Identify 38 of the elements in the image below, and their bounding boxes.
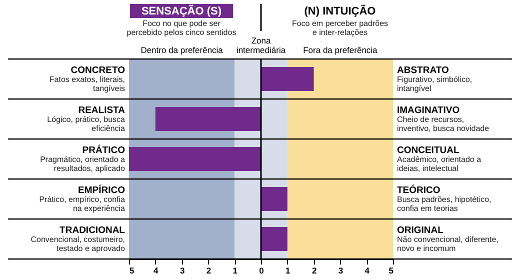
y2-tick-label: ABSTRATO: [397, 65, 449, 76]
x-tick-label: 3: [338, 266, 344, 276]
text: Prático, empírico, confia na experiência: [39, 195, 126, 213]
band-label: Zona intermediária: [236, 36, 286, 55]
x-tick-label: 4: [154, 266, 159, 276]
x-tick-label: 5: [130, 266, 134, 276]
text: Lógico, prático, busca eficiência: [47, 115, 126, 133]
x-tick-label: 3: [180, 266, 185, 276]
x-tick-label: 1: [286, 266, 291, 276]
x-tick-label: 0: [259, 266, 264, 276]
y2-tick-label: CONCEITUAL: [397, 145, 460, 156]
text: Fatos exatos, literais, tangíveis: [49, 75, 125, 93]
y-tick-label: CONCRETO: [70, 65, 125, 76]
text: Figurativo, simbólico, intangível: [397, 75, 472, 93]
band-label: Fora da preferência: [303, 45, 378, 55]
text: Busca padrões, hipotético, confia em teorias: [397, 195, 492, 213]
x-tick-label: 1: [232, 266, 238, 276]
y2-tick-label: ORIGINAL: [397, 225, 444, 236]
text: Cheio de recursos, inventivo, busca novidade: [397, 115, 490, 133]
y2-tick-label: TEÓRICO: [397, 184, 440, 196]
y-tick-label: PRÁTICO: [82, 144, 125, 156]
text: Acadêmico, orientado a ideias, intelectual: [397, 155, 482, 173]
text: Foco no que pode ser percebido pelos cinco sentidos: [126, 19, 236, 37]
x-tick-label: 5: [388, 266, 394, 276]
y2-tick-label: IMAGINATIVO: [397, 105, 460, 116]
y-tick-label: TRADICIONAL: [60, 225, 126, 236]
text: SENSAÇÃO (S): [141, 4, 222, 18]
y-tick-label: EMPÍRICO: [78, 184, 125, 196]
band-label: Dentro da preferência: [140, 45, 224, 55]
x-tick-label: 4: [364, 266, 370, 276]
text: Pragmático, orientado a resultados, aplicado: [40, 155, 126, 173]
text: Convencional, costumeiro, testado e aprovado: [30, 235, 126, 253]
y-tick-label: REALISTA: [78, 105, 126, 116]
x-tick-label: 2: [206, 266, 212, 276]
text: (N) INTUIÇÃO: [304, 4, 376, 18]
text: Foco em perceber padrões e inter-relações: [292, 19, 388, 37]
text: Não convencional, diferente, novo e incomum: [397, 235, 498, 253]
x-tick-label: 2: [312, 266, 317, 276]
